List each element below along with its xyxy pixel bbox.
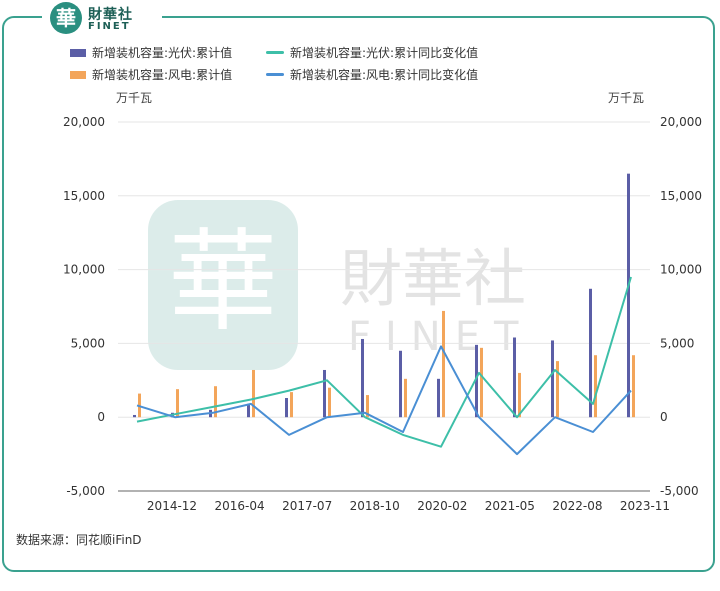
legend-item-wind-line[interactable]: 新增装机容量:风电:累计同比变化值: [266, 66, 478, 83]
bar-wind: [252, 369, 255, 418]
bar-solar: [589, 288, 592, 418]
legend-swatch-solar-line: [266, 51, 284, 54]
bar-wind: [404, 378, 407, 418]
brand-name-en: FINET: [88, 21, 131, 32]
bar-solar: [513, 337, 516, 418]
bar-wind: [594, 355, 597, 418]
legend-label: 新增装机容量:光伏:累计同比变化值: [290, 46, 479, 60]
bar-solar: [247, 403, 250, 418]
bar-solar: [399, 350, 402, 418]
bar-wind: [176, 389, 179, 418]
y-tick-label: 20,000: [63, 115, 105, 129]
bar-solar: [361, 338, 364, 418]
line-solar-yoy: [136, 276, 632, 448]
x-tick-label: 2022-08: [552, 499, 602, 513]
y2-tick-label: 0: [660, 410, 668, 424]
y-tick-label: 0: [97, 410, 105, 424]
y-tick-label: 15,000: [63, 189, 105, 203]
bar-wind: [556, 361, 559, 418]
x-tick-label: 2018-10: [350, 499, 400, 513]
y-tick-label: 5,000: [71, 336, 105, 350]
left-axis-unit: 万千瓦: [116, 91, 153, 105]
watermark-text: 財華社: [340, 242, 526, 315]
watermark: 華 財華社 FINET: [148, 200, 532, 370]
x-tick-label: 2017-07: [282, 499, 332, 513]
bar-solar: [437, 378, 440, 418]
bar-solar: [285, 398, 288, 418]
watermark-text-en: FINET: [348, 314, 532, 360]
legend-item-wind-bar[interactable]: 新增装机容量:风电:累计值: [70, 66, 232, 83]
bar-solar: [475, 344, 478, 418]
bar-solar: [133, 414, 136, 418]
line-wind-yoy: [136, 345, 632, 456]
legend-swatch-solar-bar: [70, 48, 86, 57]
x-tick-label: 2023-11: [620, 499, 670, 513]
legend-item-solar-line[interactable]: 新增装机容量:光伏:累计同比变化值: [266, 44, 478, 61]
legend-label: 新增装机容量:风电:累计值: [92, 68, 233, 82]
watermark-seal-icon: [148, 200, 298, 370]
bar-wind: [480, 347, 483, 418]
bar-solar: [627, 173, 630, 418]
y2-tick-label: 15,000: [660, 189, 702, 203]
right-axis-unit: 万千瓦: [608, 91, 645, 105]
legend-item-solar-bar[interactable]: 新增装机容量:光伏:累计值: [70, 44, 232, 61]
legend-swatch-wind-bar: [70, 70, 86, 79]
x-tick-label: 2021-05: [485, 499, 535, 513]
bar-wind: [632, 355, 635, 418]
bar-wind: [328, 387, 331, 418]
chart-frame: [2, 16, 715, 572]
data-source: 数据来源：同花顺iFinD: [16, 533, 142, 547]
bar-solar: [323, 369, 326, 418]
watermark-seal: 華: [168, 218, 278, 346]
y2-tick-label: 10,000: [660, 263, 702, 277]
brand-name: 財華社: [88, 7, 133, 23]
y-tick-label: -5,000: [66, 484, 105, 498]
x-tick-label: 2020-02: [417, 499, 467, 513]
brand-logo: 華 財華社 FINET: [42, 0, 162, 36]
brand-seal-icon: 華: [50, 2, 82, 34]
x-tick-label: 2016-04: [215, 499, 265, 513]
legend-label: 新增装机容量:光伏:累计值: [92, 46, 233, 60]
bar-solar: [551, 340, 554, 418]
y-tick-label: 10,000: [63, 263, 105, 277]
y2-tick-label: 5,000: [660, 336, 694, 350]
bar-wind: [366, 395, 369, 418]
bar-wind: [214, 386, 217, 418]
legend-label: 新增装机容量:风电:累计同比变化值: [290, 68, 479, 82]
bar-wind: [518, 372, 521, 418]
bar-wind: [442, 310, 445, 418]
legend-swatch-wind-line: [266, 73, 284, 76]
x-tick-label: 2014-12: [147, 499, 197, 513]
y2-tick-label: 20,000: [660, 115, 702, 129]
bar-wind: [290, 392, 293, 418]
y2-tick-label: -5,000: [660, 484, 699, 498]
